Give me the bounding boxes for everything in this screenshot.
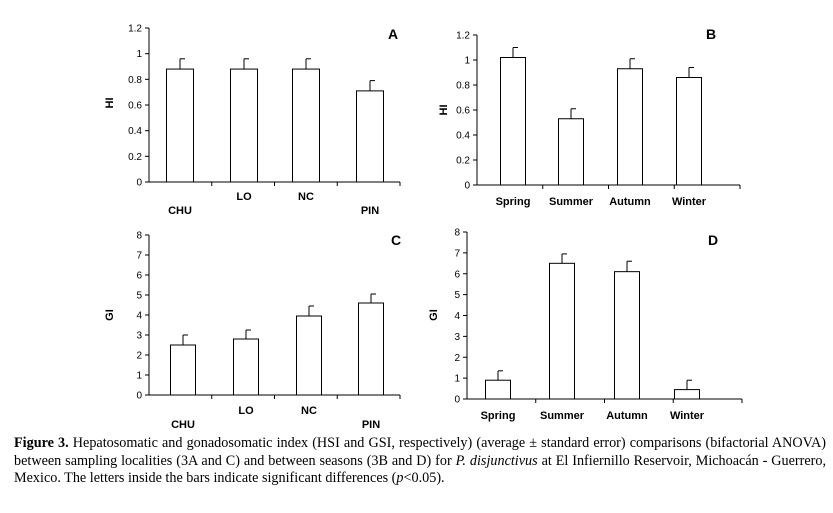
panel-c-y-tick-label: 8 — [136, 231, 142, 242]
panel-d-y-tick-label: 8 — [454, 228, 460, 239]
panel-b-category-label: Spring — [496, 196, 531, 208]
caption-text-3: <0.05). — [403, 470, 445, 486]
panel-c-bar-pin — [358, 302, 384, 396]
panel-b-y-tick-label: 1 — [464, 56, 470, 67]
panel-a-y-tick-label: 0.2 — [128, 152, 142, 163]
panel-c-letter: C — [391, 232, 401, 248]
panel-b-y-label: HI — [438, 105, 450, 116]
panel-a-bar-pin — [356, 90, 384, 183]
panel-a-category-label: PIN — [361, 205, 379, 217]
panel-d-y-tick-label: 6 — [454, 269, 460, 280]
panel-c-y-tick-label: 4 — [136, 311, 142, 322]
panel-a-y-tick-label: 0.8 — [128, 75, 142, 86]
panel-b-bar-summer — [558, 118, 584, 186]
panel-a-category-label: CHU — [168, 205, 192, 217]
figure-caption: Figure 3. Hepatosomatic and gonadosomati… — [14, 435, 826, 488]
panel-b-bar-winter — [676, 77, 702, 186]
panel-d-y-tick-label: 3 — [454, 332, 460, 343]
panel-b-category-label: Winter — [672, 196, 707, 208]
panel-c-y-tick-label: 3 — [136, 331, 142, 342]
panel-b-y-tick-label: 0.6 — [456, 106, 470, 117]
panel-d-bar-spring — [485, 379, 511, 400]
panel-d-category-label: Summer — [540, 410, 585, 422]
panel-b-y-tick-label: 0.4 — [456, 131, 470, 142]
panel-b-letter: B — [706, 26, 716, 42]
panel-b-category-label: Autumn — [609, 196, 651, 208]
panel-d-y-tick-label: 2 — [454, 353, 460, 364]
panel-b-category-label: Summer — [549, 196, 594, 208]
panel-c-bar-chu — [170, 344, 196, 396]
panel-a-bar-nc — [292, 68, 320, 183]
panel-a-category-label: LO — [236, 191, 252, 203]
panel-c-y-tick-label: 2 — [136, 351, 142, 362]
panel-c-category-label: NC — [301, 405, 317, 417]
caption-p-value: p — [396, 470, 404, 486]
caption-lead: Figure 3. — [14, 435, 69, 451]
panel-d-y-tick-label: 0 — [454, 395, 460, 406]
panel-a-y-tick-label: 0.6 — [128, 101, 142, 112]
panel-c-y-tick-label: 6 — [136, 271, 142, 282]
panel-a-y-tick-label: 1 — [136, 49, 142, 60]
panel-c-y-tick-label: 5 — [136, 291, 142, 302]
panel-d-y-tick-label: 5 — [454, 290, 460, 301]
panel-d-category-label: Spring — [481, 410, 516, 422]
panel-a-letter: A — [388, 26, 398, 42]
panel-a-y-tick-label: 0.4 — [128, 126, 142, 137]
panel-d-bar-autumn — [614, 271, 640, 400]
panel-d-y-tick-label: 7 — [454, 248, 460, 259]
panel-d-category-label: Winter — [670, 410, 705, 422]
panel-c-bar-lo — [233, 338, 259, 396]
panel-b-bar-spring — [500, 57, 526, 186]
caption-text-2: at El Infiernillo Reservoir, Michoacán -… — [14, 452, 827, 487]
panel-d-bar-winter — [674, 389, 700, 400]
panel-d-bar-summer — [549, 262, 575, 400]
panel-c-y-tick-label: 1 — [136, 371, 142, 382]
panel-a-y-tick-label: 1.2 — [128, 24, 142, 35]
panel-c-y-tick-label: 0 — [136, 391, 142, 402]
panel-c-y-label: GI — [104, 309, 116, 321]
panel-c-y-tick-label: 7 — [136, 251, 142, 262]
panel-a-bar-chu — [166, 68, 194, 183]
panel-d-category-label: Autumn — [606, 410, 648, 422]
panel-d-letter: D — [708, 232, 718, 248]
panel-a-y-tick-label: 0 — [136, 178, 142, 189]
panel-b-y-tick-label: 0 — [464, 181, 470, 192]
panel-c-category-label: CHU — [171, 419, 195, 430]
panel-b-y-tick-label: 0.8 — [456, 81, 470, 92]
panel-d-y-label: GI — [428, 309, 440, 321]
panel-c-bar-nc — [296, 315, 322, 396]
panel-b-y-tick-label: 1.2 — [456, 31, 470, 42]
caption-species: P. disjunctivus — [455, 452, 538, 469]
panel-b-bar-autumn — [617, 68, 643, 186]
panel-a-y-label: HI — [104, 98, 116, 109]
figure-charts: 0 0.2 0.4 0.6 0.8 1 1.2 CHU LO NC PIN HI A 0 0.2 0.4 0.6… — [104, 24, 743, 430]
panel-d-y-tick-label: 1 — [454, 374, 460, 385]
panel-a-bar-lo — [230, 68, 258, 183]
panel-d-y-tick-label: 4 — [454, 311, 460, 322]
panel-c-category-label: PIN — [362, 419, 380, 430]
panel-b-y-tick-label: 0.2 — [456, 156, 470, 167]
caption-text-1: Hepatosomatic and gonadosomatic index (H… — [14, 435, 827, 469]
panel-c-category-label: LO — [238, 405, 254, 417]
panel-a-category-label: NC — [298, 191, 314, 203]
